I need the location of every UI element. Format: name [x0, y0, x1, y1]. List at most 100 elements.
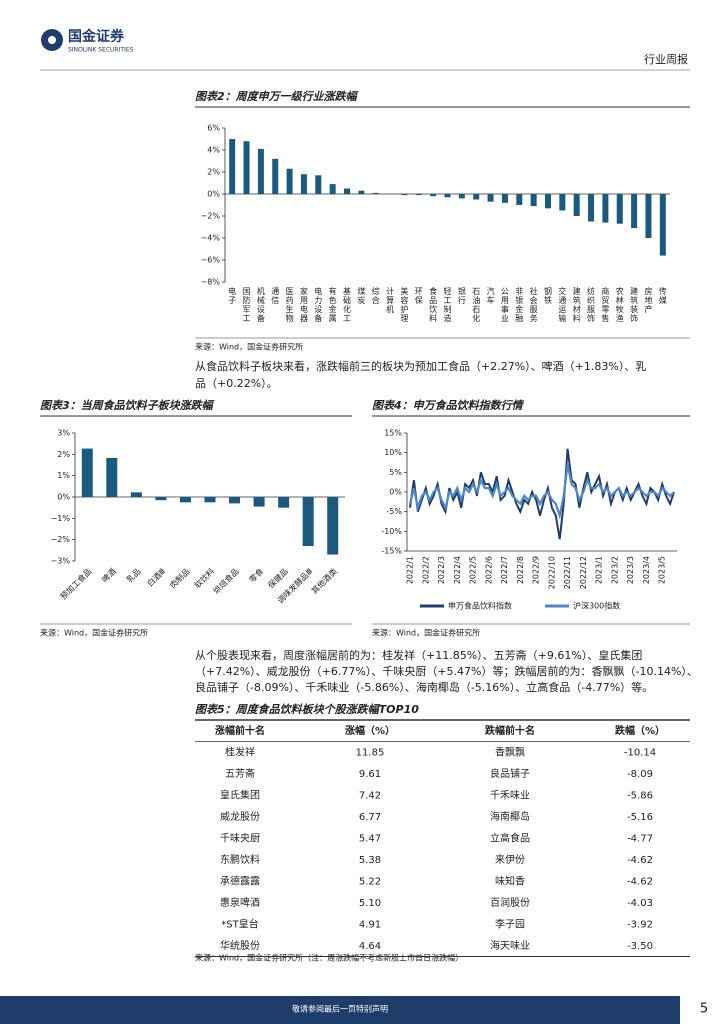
- bar: [473, 194, 480, 200]
- x-tick-label: 银行: [457, 286, 466, 305]
- x-tick-label: 2022/6: [484, 556, 493, 584]
- bar: [253, 497, 265, 507]
- source: 来源：Wind，国金证券研究所（注：周涨跌幅不考虑新股上市首日涨跌幅）: [195, 953, 463, 963]
- bar: [616, 194, 623, 224]
- y-tick-label: 6%: [207, 124, 220, 133]
- table-cell: -4.03: [627, 898, 653, 909]
- table-cell: 6.77: [359, 812, 381, 823]
- table-cell: 李子园: [495, 917, 525, 930]
- x-tick-label: 零食: [247, 566, 265, 584]
- source: 来源：Wind，国金证券研究所: [40, 628, 148, 638]
- table-cell: 9.61: [359, 769, 381, 780]
- x-tick-label: 石油石化: [472, 287, 481, 323]
- x-tick-label: 农林牧渔: [615, 286, 624, 323]
- x-tick-label: 非银金融: [515, 286, 524, 323]
- table-header: 跌幅（%）: [615, 724, 665, 737]
- table-cell: 4.91: [359, 919, 381, 930]
- paragraph-line: （+7.42%）、威龙股份（+6.77%）、千味央厨（+5.47%）等；跌幅居前…: [195, 664, 698, 678]
- x-tick-label: 通信: [271, 286, 280, 305]
- y-tick-label: 4%: [207, 146, 220, 155]
- y-tick-label: −2%: [201, 212, 221, 221]
- bar: [372, 192, 379, 194]
- y-tick-label: −8%: [201, 278, 221, 287]
- source: 来源：Wind，国金证券研究所: [195, 342, 303, 352]
- footer-notice: 敬请参阅最后一页特别声明: [292, 1004, 388, 1014]
- legend-label: 沪深300指数: [573, 601, 620, 611]
- bar: [559, 194, 566, 211]
- table-cell: -10.14: [624, 747, 656, 758]
- table-cell: 惠泉啤酒: [220, 896, 260, 909]
- y-tick-label: −3%: [51, 557, 71, 566]
- y-tick-label: 2%: [57, 450, 70, 459]
- x-tick-label: 机械设备: [256, 286, 265, 323]
- table-cell: -4.62: [627, 855, 653, 866]
- bar: [130, 492, 142, 497]
- table-header: 跌幅前十名: [485, 724, 535, 737]
- y-tick-label: 3%: [57, 429, 70, 438]
- figure-title: 图表2：周度申万一级行业涨跌幅: [195, 90, 359, 103]
- x-tick-label: 烘焙食品: [211, 566, 241, 596]
- x-tick-label: 2022/8: [516, 556, 525, 584]
- bar: [272, 158, 279, 194]
- bar: [645, 194, 652, 238]
- table-cell: 桂发祥: [225, 745, 255, 758]
- bar: [401, 194, 408, 196]
- bar: [81, 448, 93, 497]
- x-tick-label: 2023/4: [642, 556, 651, 584]
- y-tick-label: -5%: [386, 507, 402, 516]
- paragraph-line: 从食品饮料子板块来看，涨跌幅前三的板块为预加工食品（+2.27%）、啤酒（+1.…: [195, 359, 646, 373]
- y-tick-label: 5%: [389, 468, 402, 477]
- table-cell: 11.85: [356, 747, 385, 758]
- bar: [487, 194, 494, 202]
- bar: [229, 497, 241, 504]
- table-cell: -5.16: [627, 812, 653, 823]
- x-tick-label: 煤炭: [357, 286, 366, 305]
- table-cell: 良品铺子: [490, 767, 530, 780]
- bar: [155, 497, 167, 501]
- x-tick-label: 2022/3: [437, 556, 446, 584]
- bar: [516, 194, 523, 205]
- bar: [106, 457, 118, 497]
- x-tick-label: 汽车: [486, 286, 495, 305]
- report-type: 行业周报: [644, 52, 688, 66]
- paragraph-line: 品（+0.22%）。: [195, 377, 278, 390]
- table-title: 图表5：周度食品饮料板块个股涨跌幅TOP10: [195, 703, 419, 716]
- x-tick-label: 建筑装饰: [630, 286, 639, 323]
- x-tick-label: 房地产: [644, 286, 653, 314]
- table-cell: 承德露露: [220, 874, 260, 887]
- table-cell: 5.38: [359, 855, 381, 866]
- table-cell: 千禾味业: [490, 789, 530, 801]
- x-tick-label: 食品饮料: [429, 286, 438, 323]
- x-tick-label: 轻工制造: [443, 286, 452, 323]
- x-tick-label: 2022/9: [532, 556, 541, 584]
- table-cell: 海南椰岛: [490, 810, 530, 823]
- figure-title: 图表4：申万食品饮料指数行情: [372, 399, 525, 412]
- x-tick-label: 国防军工: [242, 287, 251, 323]
- bar: [659, 194, 666, 256]
- x-tick-label: 2022/11: [563, 556, 572, 589]
- bar: [430, 194, 437, 197]
- table-cell: 7.42: [359, 790, 381, 801]
- series-line: [409, 448, 675, 540]
- x-tick-label: 预加工食品: [58, 566, 93, 601]
- table-cell: 华统股份: [220, 939, 260, 952]
- x-tick-label: 环保: [414, 287, 423, 305]
- bar: [544, 194, 551, 209]
- x-tick-label: 2022/1: [406, 556, 415, 584]
- x-tick-label: 美容护理: [400, 286, 409, 323]
- table-header: 涨幅前十名: [215, 724, 265, 737]
- x-tick-label: 乳品: [124, 566, 142, 584]
- page-number: 5: [700, 1002, 708, 1017]
- x-tick-label: 钢铁: [543, 286, 552, 305]
- x-tick-label: 基础化工: [343, 286, 352, 323]
- x-tick-label: 建筑材料: [572, 286, 581, 323]
- x-tick-label: 有色金属: [328, 286, 337, 323]
- y-tick-label: 0%: [207, 190, 220, 199]
- table-cell: 皇氏集团: [220, 788, 260, 801]
- x-tick-label: 2023/2: [610, 556, 619, 584]
- table-cell: -4.77: [627, 833, 653, 844]
- table-cell: -4.62: [627, 876, 653, 887]
- table-cell: 五芳斋: [225, 767, 255, 780]
- table-cell: -3.50: [627, 941, 653, 952]
- logo-inner: [48, 36, 56, 44]
